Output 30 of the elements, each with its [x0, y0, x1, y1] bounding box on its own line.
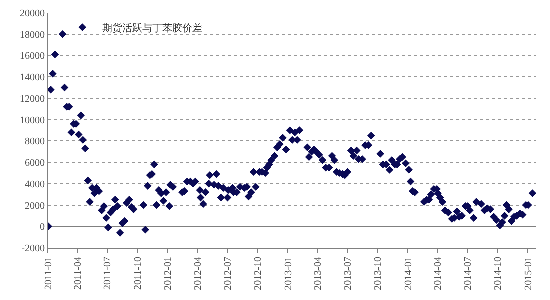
y-tick-label: 18000 [20, 30, 45, 41]
x-tick-label: 2013-04 [313, 257, 324, 290]
y-tick-label: 20000 [20, 8, 45, 20]
x-tick-label: 2012-01 [163, 257, 174, 290]
y-tick-label: 2000 [25, 200, 45, 212]
x-tick-label: 2012-10 [253, 257, 264, 290]
x-tick-label: 2011-04 [72, 257, 84, 290]
x-tick-label: 2012-04 [193, 257, 204, 290]
x-tick-label: 2015-01 [523, 257, 534, 290]
x-tick-label: 2014-04 [432, 257, 444, 290]
x-tick-label: 2011-01 [43, 257, 54, 290]
x-tick-label: 2011-07 [102, 257, 114, 290]
y-tick-label: 0 [40, 222, 45, 234]
y-tick-label: 10000 [20, 115, 45, 126]
y-tick-label: -2000 [22, 244, 45, 254]
y-tick-label: 8000 [25, 136, 45, 148]
y-tick-label: 4000 [25, 179, 45, 190]
y-tick-label: 12000 [20, 94, 45, 105]
x-tick-label: 2013-10 [373, 257, 384, 290]
x-tick-label: 2013-01 [283, 257, 294, 290]
y-tick-label: 6000 [25, 158, 45, 170]
x-tick-label: 2011-10 [132, 257, 144, 290]
y-tick-label: 14000 [20, 72, 45, 84]
x-tick-label: 2014-10 [493, 257, 504, 290]
x-tick-label: 2014-01 [403, 257, 414, 290]
y-tick-label: 16000 [20, 51, 45, 62]
x-tick-label: 2012-07 [223, 257, 234, 290]
x-tick-label: 2013-07 [342, 257, 354, 290]
legend-label: 期货活跃与丁苯胶价差 [102, 22, 203, 34]
x-tick-label: 2014-07 [462, 257, 474, 290]
